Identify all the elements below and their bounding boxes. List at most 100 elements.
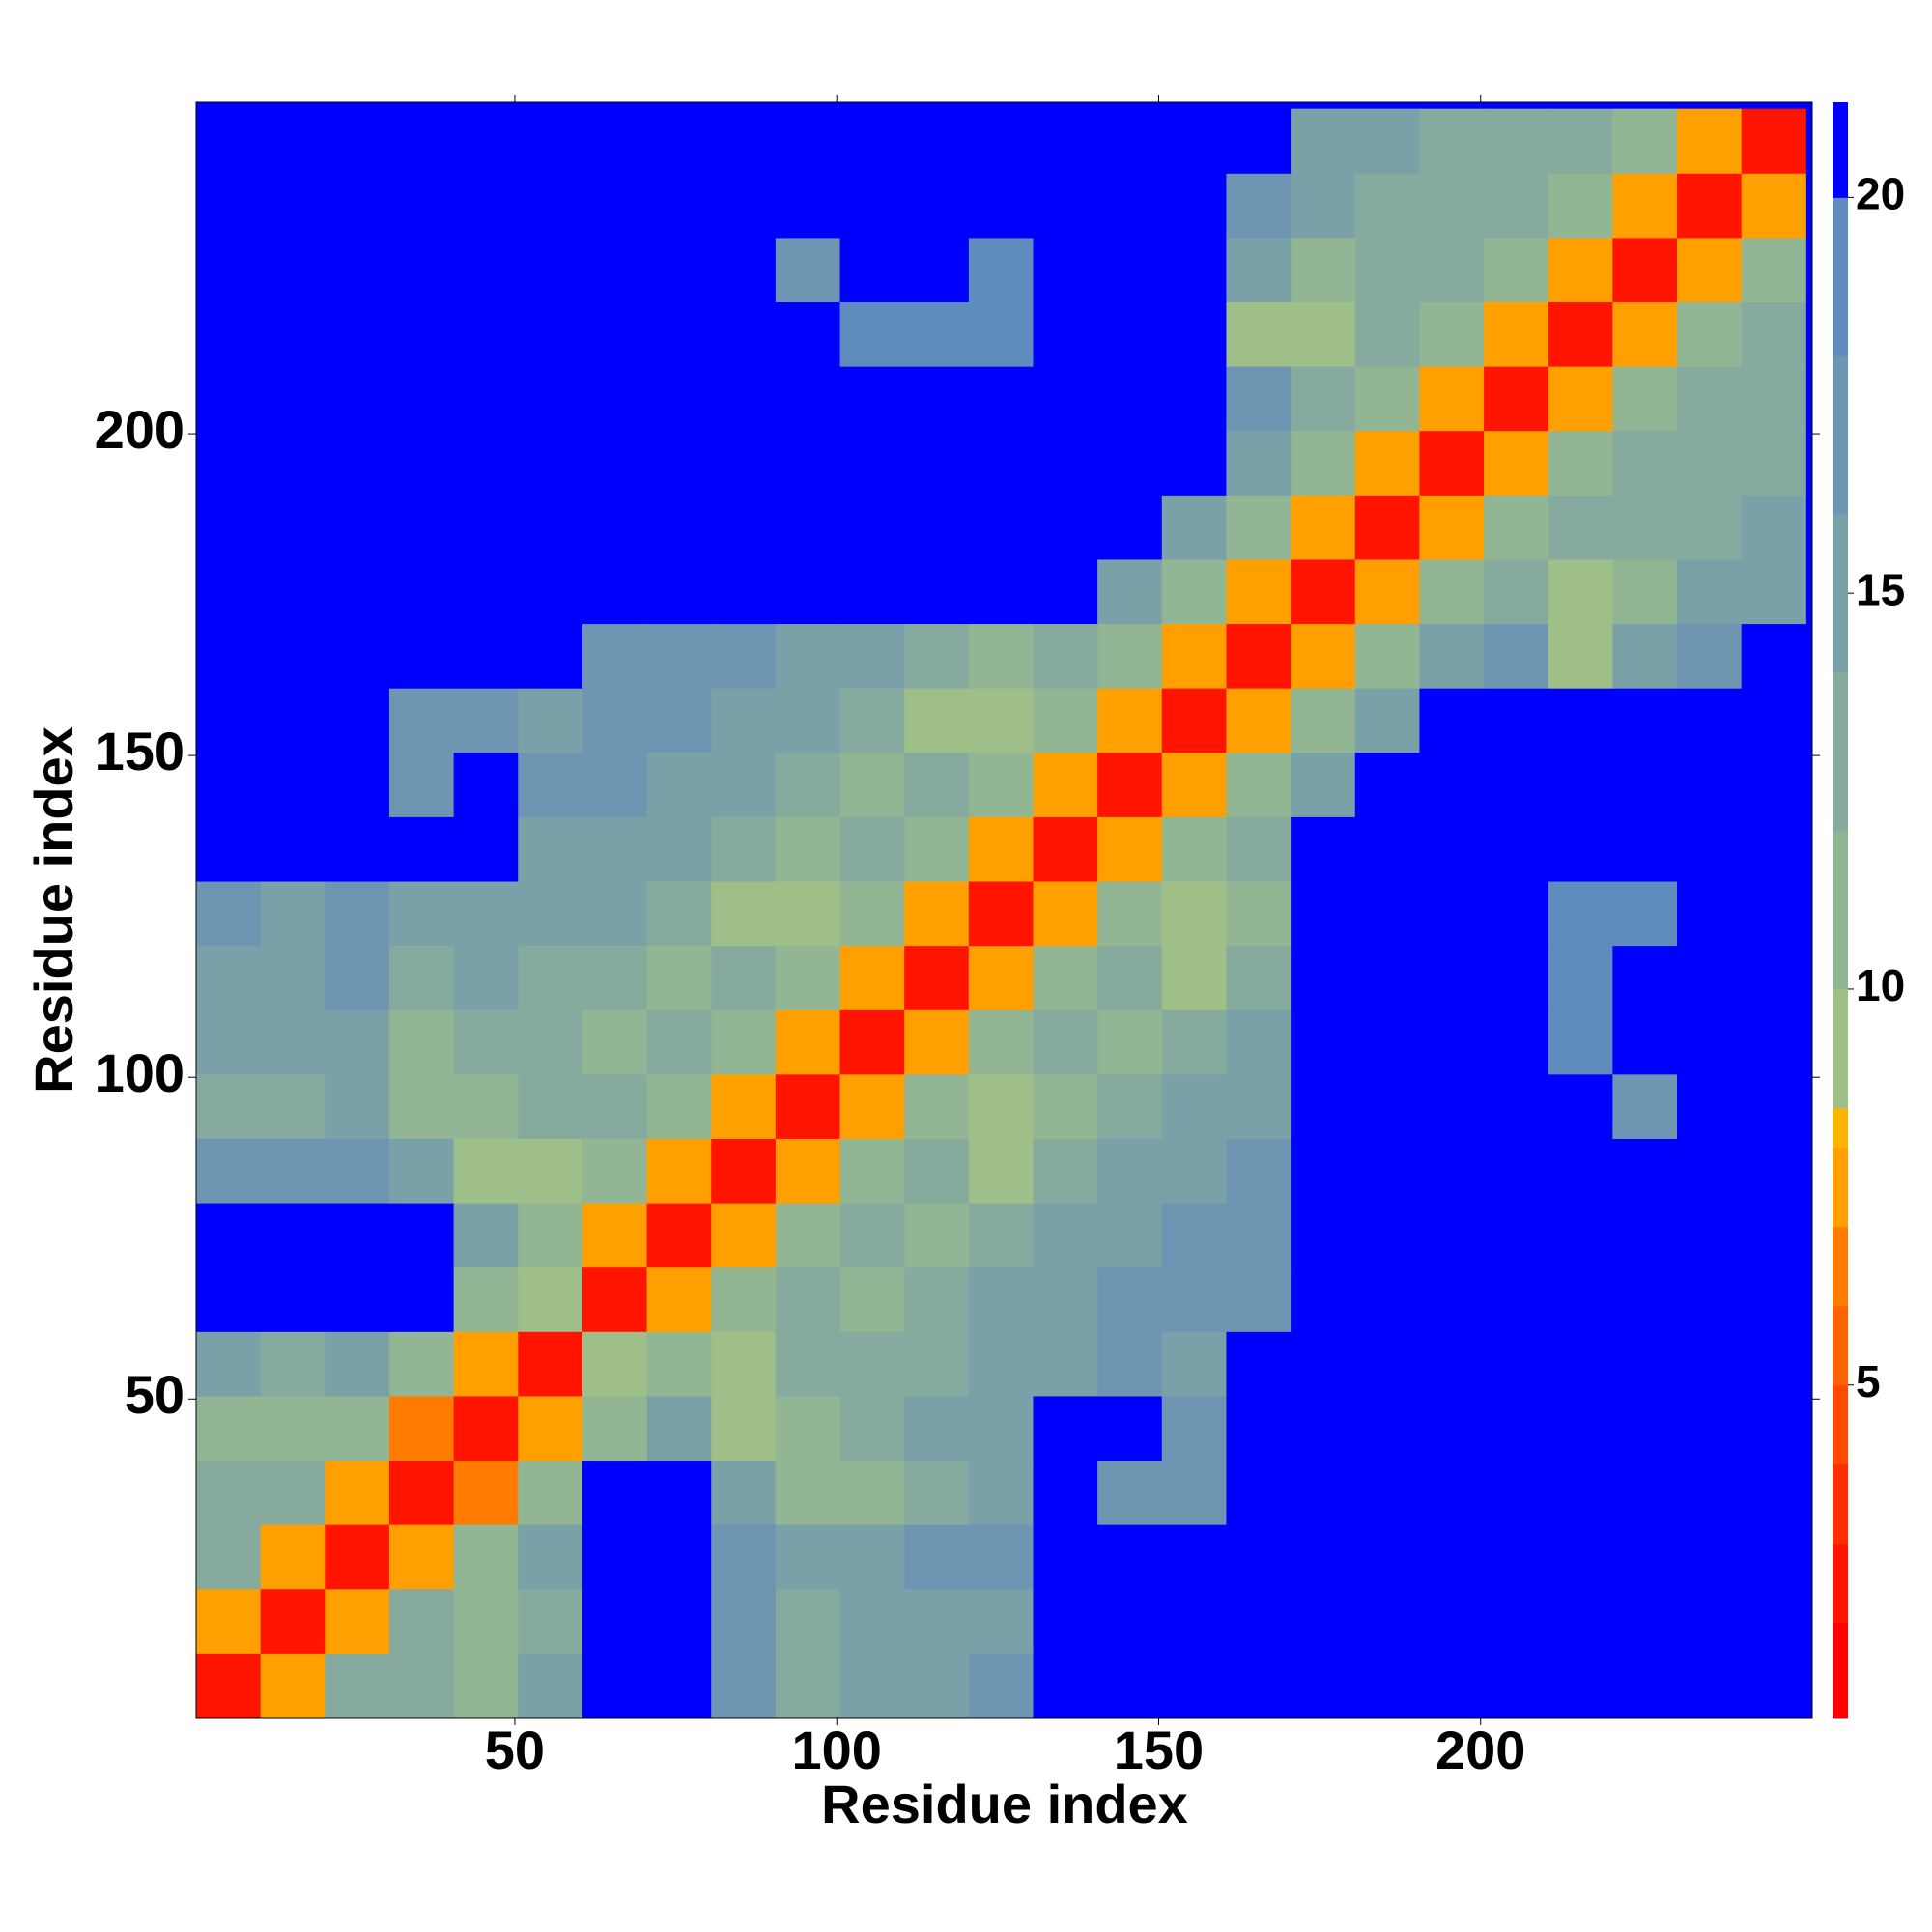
heatmap-cell [260, 1460, 326, 1525]
heatmap-cell [1741, 430, 1806, 496]
heatmap-cell [582, 1009, 648, 1075]
heatmap-cell [325, 1073, 390, 1139]
heatmap-cell [325, 1203, 390, 1268]
heatmap-cell [582, 558, 648, 625]
heatmap-cell [775, 1203, 841, 1268]
heatmap-cell [904, 1266, 970, 1332]
heatmap-cell [1033, 945, 1098, 1010]
heatmap-cell [711, 1653, 777, 1719]
heatmap-cell [1291, 173, 1356, 239]
heatmap-cell [196, 1203, 262, 1268]
heatmap-cell [968, 1266, 1034, 1332]
heatmap-cell [518, 816, 583, 882]
heatmap-cell [1354, 816, 1420, 882]
heatmap-cell [1677, 108, 1743, 174]
heatmap-cell [1484, 816, 1549, 882]
heatmap-cell [839, 1203, 905, 1268]
heatmap-cell [904, 558, 970, 625]
heatmap-cell [775, 1266, 841, 1332]
heatmap-cell [775, 1588, 841, 1654]
heatmap-cell [904, 1460, 970, 1525]
heatmap-cell [1354, 1460, 1420, 1525]
heatmap-cell [968, 495, 1034, 560]
heatmap-cell [1033, 688, 1098, 753]
heatmap-cell [1419, 1395, 1485, 1462]
heatmap-cell [1612, 108, 1678, 174]
heatmap-cell [388, 1524, 455, 1590]
heatmap-cell [1354, 881, 1420, 947]
heatmap-cell [325, 558, 390, 625]
heatmap-cell [1226, 623, 1292, 689]
heatmap-cell [1226, 495, 1292, 560]
heatmap-cell [1291, 1138, 1356, 1204]
heatmap-cell [518, 1266, 583, 1332]
heatmap-cell [582, 1653, 648, 1719]
heatmap-cell [325, 430, 390, 496]
heatmap-cell [388, 816, 455, 882]
heatmap-cell [1612, 558, 1678, 625]
heatmap-cell [775, 688, 841, 753]
heatmap-cell [904, 108, 970, 174]
heatmap-cell [1033, 1524, 1098, 1590]
heatmap-cell [388, 688, 455, 753]
heatmap-cell [196, 1073, 262, 1139]
heatmap-cell [1354, 1331, 1420, 1397]
heatmap-cell [1033, 1138, 1098, 1204]
heatmap-cell [453, 1073, 519, 1139]
heatmap-cell [1354, 301, 1420, 367]
heatmap-cell [1354, 1073, 1420, 1139]
heatmap-cell [582, 1073, 648, 1139]
heatmap-cell [1741, 1588, 1806, 1654]
heatmap-cell [1291, 752, 1356, 817]
heatmap-cell [1677, 1524, 1743, 1590]
heatmap-cell [1291, 1395, 1356, 1462]
heatmap-cell [1097, 366, 1163, 432]
heatmap-cell [388, 430, 455, 496]
heatmap-cell [1354, 1138, 1420, 1204]
heatmap-cell [1612, 1588, 1678, 1654]
heatmap-cell [1484, 1653, 1549, 1719]
heatmap-cell [260, 1395, 326, 1462]
heatmap-cell [1354, 495, 1420, 560]
heatmap-cell [904, 237, 970, 303]
heatmap-cell [1097, 752, 1163, 817]
colorbar-tick-label: 20 [1856, 169, 1905, 219]
heatmap-cell [1033, 366, 1098, 432]
colorbar-level [1833, 197, 1848, 356]
heatmap-cell [518, 1653, 583, 1719]
heatmap-cell [1161, 366, 1227, 432]
heatmap-cell [1548, 301, 1613, 367]
heatmap-cell [582, 1203, 648, 1268]
heatmap-cell [775, 623, 841, 689]
heatmap-cell [711, 1524, 777, 1590]
heatmap-cell [453, 1266, 519, 1332]
heatmap-cell [518, 1524, 583, 1590]
heatmap-cell [196, 881, 262, 947]
heatmap-cell [518, 1460, 583, 1525]
heatmap-cell [518, 1331, 583, 1397]
heatmap-cell [1612, 688, 1678, 753]
heatmap-cell [839, 816, 905, 882]
heatmap-cell [196, 430, 262, 496]
heatmap-cell [1484, 1266, 1549, 1332]
heatmap-cell [325, 237, 390, 303]
heatmap-cell [1033, 881, 1098, 947]
heatmap-cell [1484, 945, 1549, 1010]
colorbar-tick-label: 5 [1856, 1356, 1881, 1406]
heatmap-cell [1741, 688, 1806, 753]
heatmap-cell [646, 558, 712, 625]
colorbar-level [1833, 1107, 1848, 1149]
heatmap-cell [1226, 1138, 1292, 1204]
heatmap-cell [775, 945, 841, 1010]
heatmap-cell [711, 301, 777, 367]
heatmap-cell [582, 237, 648, 303]
heatmap-cell [968, 688, 1034, 753]
heatmap-cell [260, 881, 326, 947]
heatmap-cell [453, 1524, 519, 1590]
heatmap-cell [646, 1138, 712, 1204]
heatmap-cell [1161, 1073, 1227, 1139]
heatmap-cell [388, 495, 455, 560]
plot-frame [195, 101, 1813, 1719]
heatmap-cell [1677, 558, 1743, 625]
heatmap-cell [1097, 430, 1163, 496]
